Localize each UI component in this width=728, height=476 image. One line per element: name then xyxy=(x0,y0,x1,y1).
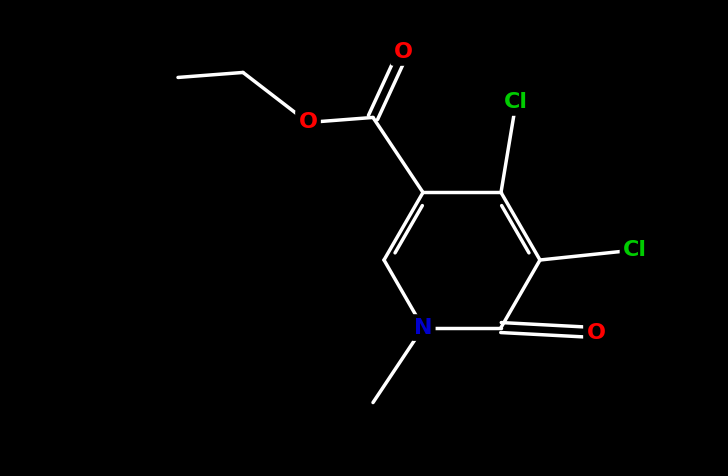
Text: N: N xyxy=(414,317,432,337)
Text: O: O xyxy=(298,112,317,132)
Text: O: O xyxy=(587,323,606,343)
Text: Cl: Cl xyxy=(504,92,528,112)
Text: Cl: Cl xyxy=(623,240,647,260)
Text: O: O xyxy=(394,42,413,62)
